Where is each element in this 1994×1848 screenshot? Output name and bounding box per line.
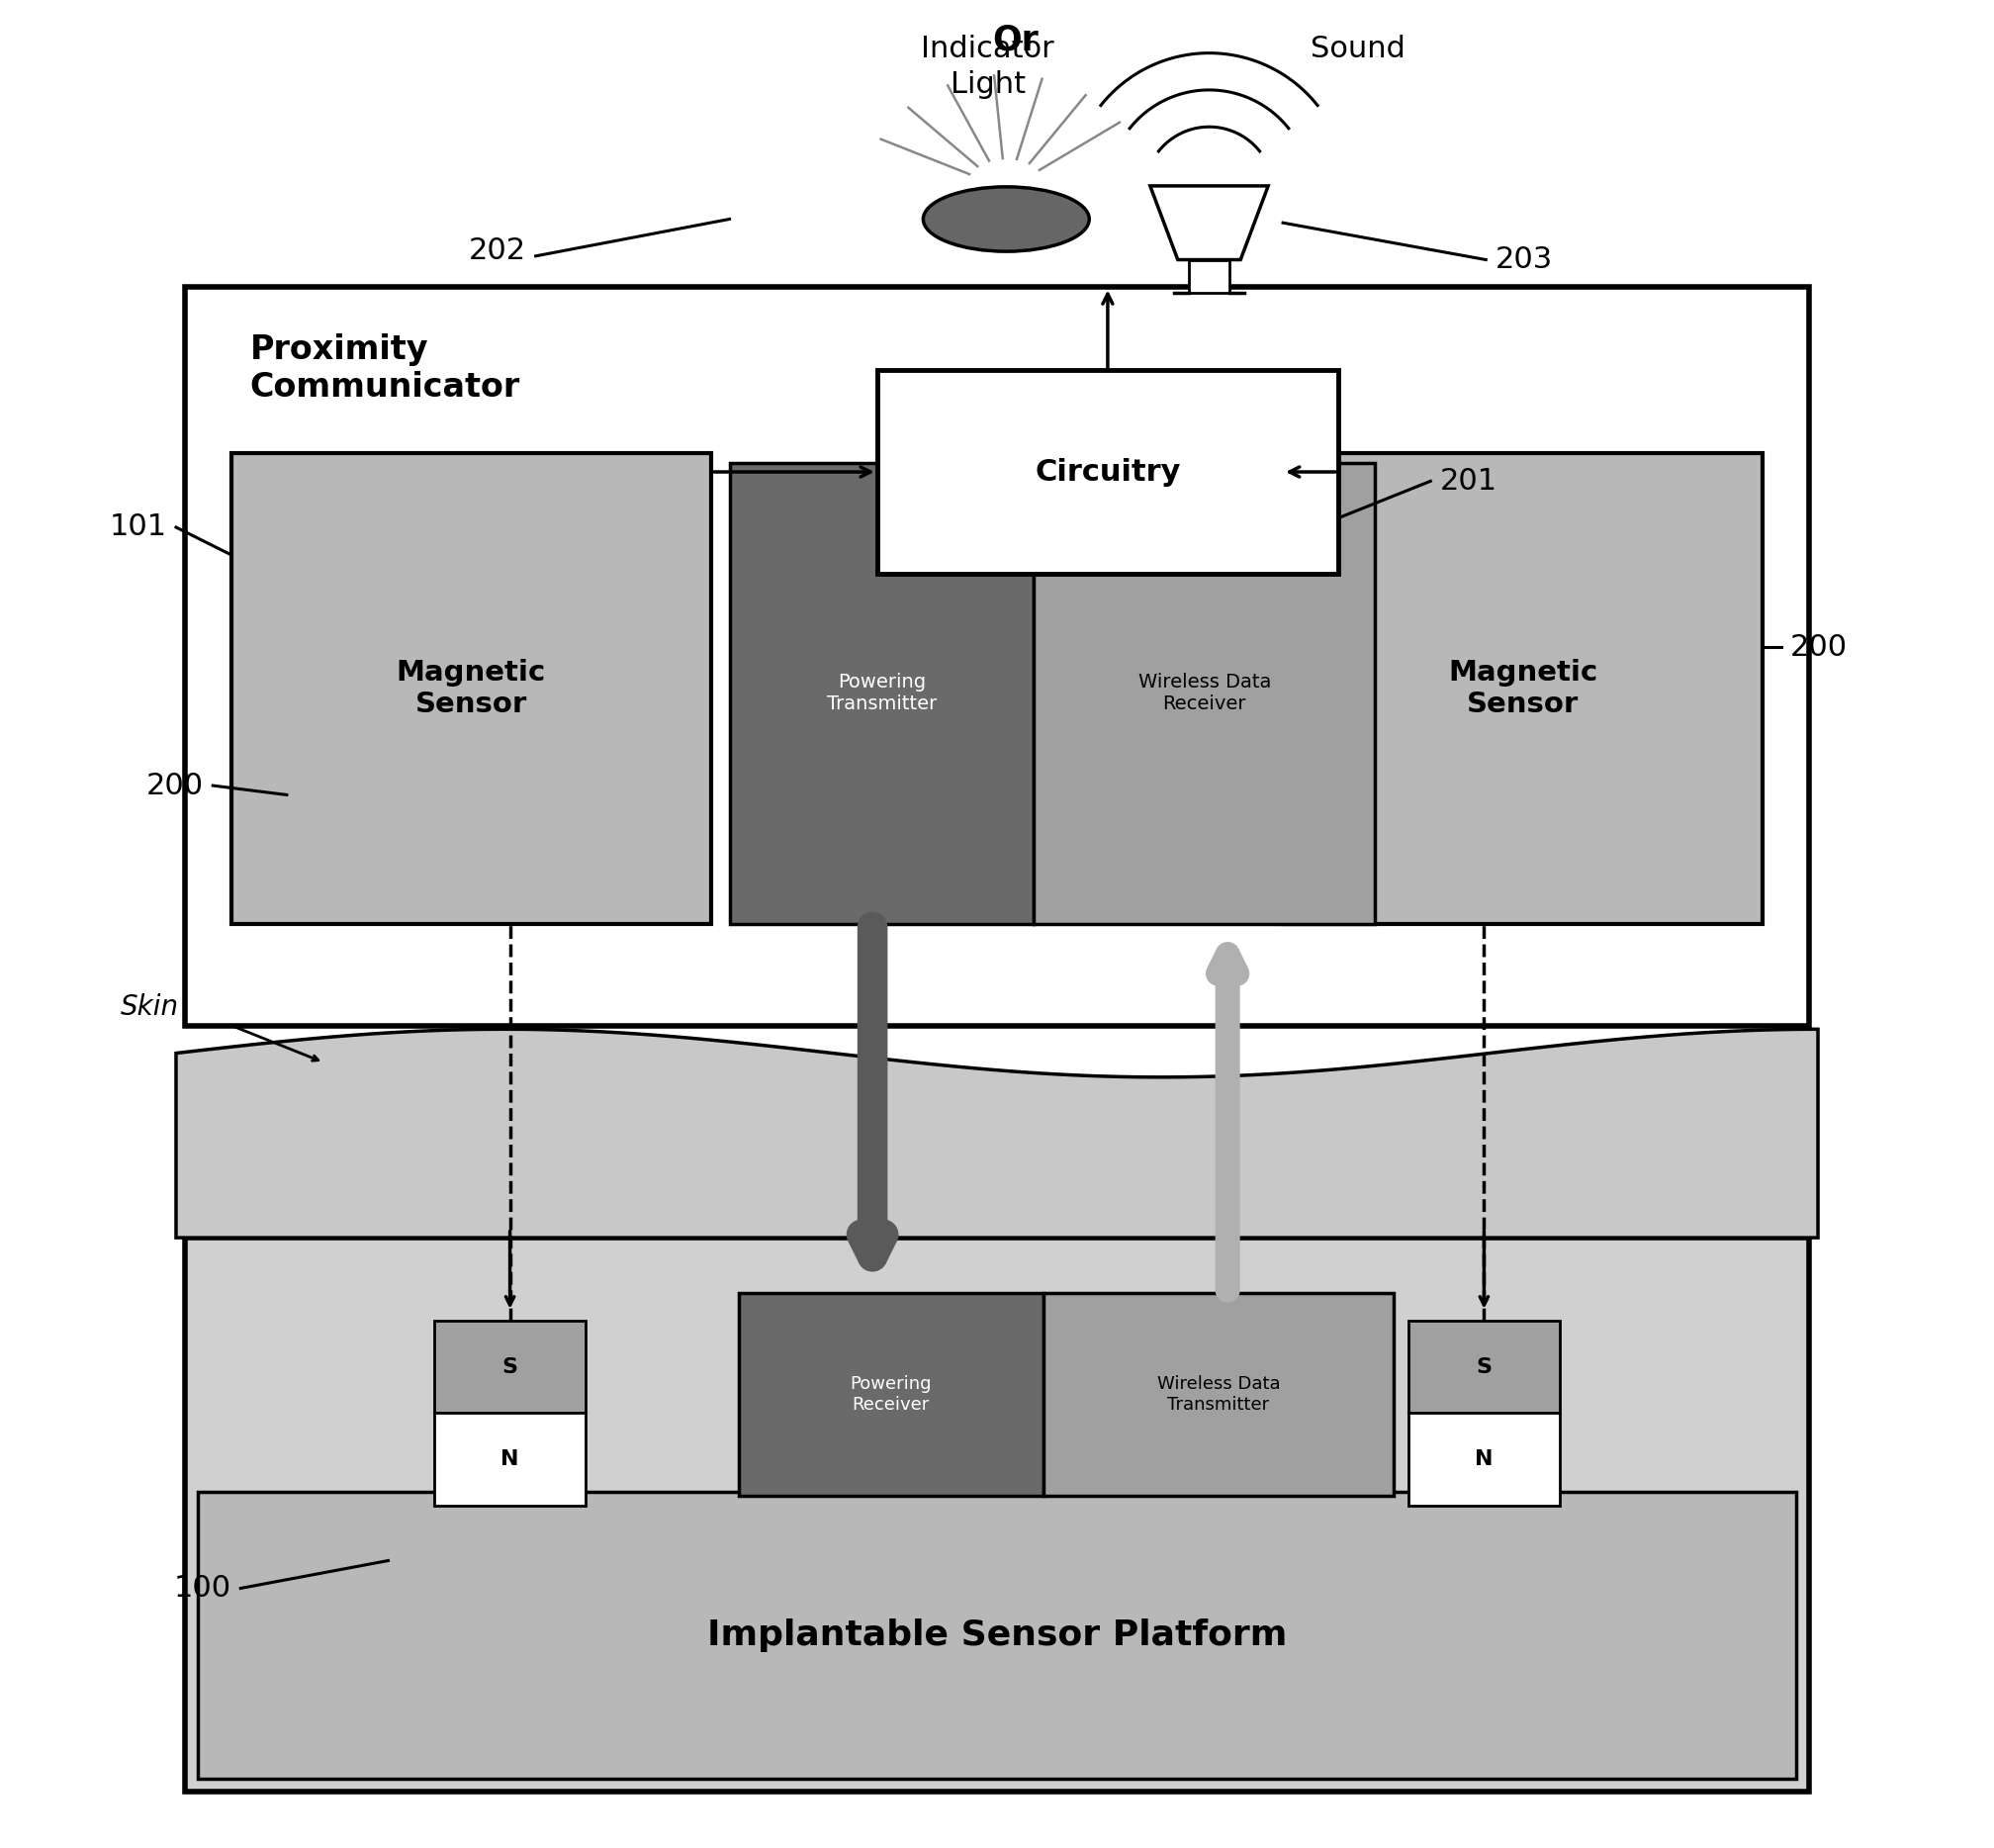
Text: N: N (1476, 1449, 1494, 1469)
Text: Skin: Skin (122, 992, 179, 1020)
Text: N: N (500, 1449, 518, 1469)
FancyBboxPatch shape (1408, 1321, 1559, 1414)
Text: Sound: Sound (1310, 35, 1406, 63)
Text: Magnetic
Sensor: Magnetic Sensor (1448, 660, 1597, 719)
FancyBboxPatch shape (1188, 261, 1230, 294)
Text: 203: 203 (1496, 246, 1553, 274)
Text: Magnetic
Sensor: Magnetic Sensor (397, 660, 546, 719)
Ellipse shape (923, 187, 1089, 251)
Text: 101: 101 (110, 514, 167, 541)
Text: 201: 201 (1440, 468, 1497, 495)
Text: Wireless Data
Receiver: Wireless Data Receiver (1139, 673, 1270, 713)
Text: 200: 200 (146, 771, 203, 800)
FancyBboxPatch shape (231, 453, 712, 924)
Text: Powering
Transmitter: Powering Transmitter (828, 673, 937, 713)
FancyBboxPatch shape (1408, 1414, 1559, 1506)
Text: Indicator
Light: Indicator Light (921, 35, 1055, 98)
FancyBboxPatch shape (185, 288, 1809, 1026)
FancyBboxPatch shape (730, 462, 1035, 924)
Polygon shape (175, 1029, 1819, 1238)
Polygon shape (1151, 187, 1268, 261)
FancyBboxPatch shape (1035, 462, 1376, 924)
Text: S: S (1476, 1356, 1492, 1377)
FancyBboxPatch shape (1043, 1294, 1394, 1497)
FancyBboxPatch shape (877, 370, 1338, 573)
FancyBboxPatch shape (185, 1238, 1809, 1791)
Text: 100: 100 (173, 1574, 231, 1602)
Text: Circuitry: Circuitry (1035, 458, 1180, 486)
Text: Wireless Data
Transmitter: Wireless Data Transmitter (1157, 1375, 1280, 1414)
Text: Powering
Receiver: Powering Receiver (849, 1375, 931, 1414)
FancyBboxPatch shape (1282, 453, 1763, 924)
FancyBboxPatch shape (197, 1493, 1797, 1778)
Text: Or: Or (993, 24, 1039, 57)
FancyBboxPatch shape (738, 1294, 1043, 1497)
Text: Implantable Sensor Platform: Implantable Sensor Platform (708, 1619, 1286, 1652)
Text: 200: 200 (1791, 632, 1848, 662)
Text: S: S (502, 1356, 518, 1377)
Text: 202: 202 (469, 237, 526, 264)
FancyBboxPatch shape (435, 1321, 586, 1414)
Text: Proximity
Communicator: Proximity Communicator (249, 333, 520, 405)
FancyBboxPatch shape (435, 1414, 586, 1506)
